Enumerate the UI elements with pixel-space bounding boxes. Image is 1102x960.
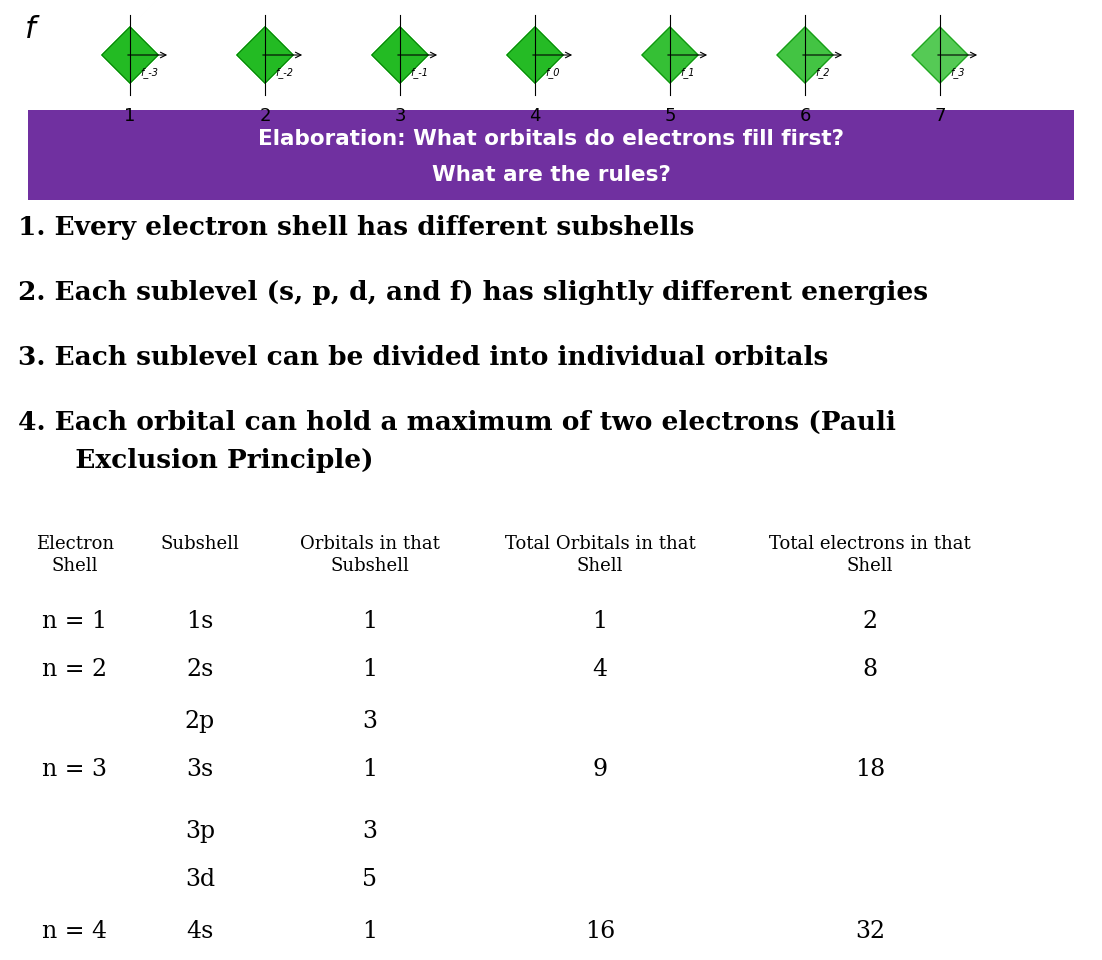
Text: 32: 32 bbox=[855, 920, 885, 943]
Text: 18: 18 bbox=[855, 758, 885, 781]
Text: Subshell: Subshell bbox=[331, 557, 410, 575]
Polygon shape bbox=[912, 27, 968, 83]
Text: 3s: 3s bbox=[186, 758, 214, 781]
Polygon shape bbox=[507, 27, 563, 83]
Text: f_-2: f_-2 bbox=[276, 67, 293, 78]
Text: 4s: 4s bbox=[186, 920, 214, 943]
Text: 1s: 1s bbox=[186, 610, 214, 633]
Polygon shape bbox=[642, 27, 698, 83]
Polygon shape bbox=[372, 27, 428, 83]
Text: Elaboration: What orbitals do electrons fill first?: Elaboration: What orbitals do electrons … bbox=[258, 129, 844, 149]
Polygon shape bbox=[777, 27, 833, 83]
Text: f: f bbox=[24, 15, 35, 44]
Text: 7: 7 bbox=[934, 107, 946, 125]
Text: f_-1: f_-1 bbox=[410, 67, 428, 78]
Polygon shape bbox=[237, 27, 293, 83]
Text: 2: 2 bbox=[863, 610, 877, 633]
Polygon shape bbox=[777, 27, 833, 83]
Polygon shape bbox=[102, 27, 158, 83]
Polygon shape bbox=[372, 27, 428, 83]
Text: Exclusion Principle): Exclusion Principle) bbox=[48, 448, 374, 473]
Text: 3p: 3p bbox=[185, 820, 215, 843]
Text: 3d: 3d bbox=[185, 868, 215, 891]
Text: 3: 3 bbox=[395, 107, 406, 125]
Text: 5: 5 bbox=[665, 107, 676, 125]
Text: 4: 4 bbox=[529, 107, 541, 125]
Text: n = 4: n = 4 bbox=[43, 920, 108, 943]
Text: 3: 3 bbox=[363, 710, 378, 733]
Text: 3. Each sublevel can be divided into individual orbitals: 3. Each sublevel can be divided into ind… bbox=[18, 345, 829, 370]
Text: Orbitals in that: Orbitals in that bbox=[300, 535, 440, 553]
Text: Total Orbitals in that: Total Orbitals in that bbox=[505, 535, 695, 553]
Polygon shape bbox=[372, 27, 428, 83]
Text: 6: 6 bbox=[799, 107, 811, 125]
Text: f_3: f_3 bbox=[950, 67, 964, 78]
Text: Total electrons in that: Total electrons in that bbox=[769, 535, 971, 553]
Polygon shape bbox=[237, 27, 293, 83]
Text: f_2: f_2 bbox=[815, 67, 830, 78]
Polygon shape bbox=[777, 27, 833, 83]
Polygon shape bbox=[912, 27, 968, 83]
Text: 4. Each orbital can hold a maximum of two electrons (Pauli: 4. Each orbital can hold a maximum of tw… bbox=[18, 410, 896, 435]
Text: Shell: Shell bbox=[846, 557, 894, 575]
Text: 16: 16 bbox=[585, 920, 615, 943]
Text: f_0: f_0 bbox=[545, 67, 560, 78]
Text: 4: 4 bbox=[593, 658, 607, 681]
Polygon shape bbox=[642, 27, 698, 83]
Polygon shape bbox=[642, 27, 698, 83]
Text: 2p: 2p bbox=[185, 710, 215, 733]
Text: 1. Every electron shell has different subshells: 1. Every electron shell has different su… bbox=[18, 215, 694, 240]
Text: n = 3: n = 3 bbox=[43, 758, 108, 781]
Polygon shape bbox=[237, 27, 293, 83]
Text: 8: 8 bbox=[863, 658, 877, 681]
Polygon shape bbox=[507, 27, 563, 83]
Polygon shape bbox=[507, 27, 563, 83]
Text: Subshell: Subshell bbox=[161, 535, 239, 553]
Text: 9: 9 bbox=[593, 758, 607, 781]
Text: Shell: Shell bbox=[576, 557, 624, 575]
Text: 2: 2 bbox=[259, 107, 271, 125]
Polygon shape bbox=[912, 27, 968, 83]
Polygon shape bbox=[102, 27, 158, 83]
Text: Electron: Electron bbox=[36, 535, 115, 553]
Polygon shape bbox=[102, 27, 158, 83]
Text: 1: 1 bbox=[363, 758, 378, 781]
Text: What are the rules?: What are the rules? bbox=[432, 165, 670, 184]
Polygon shape bbox=[102, 27, 158, 83]
Text: 1: 1 bbox=[363, 920, 378, 943]
Text: 1: 1 bbox=[593, 610, 607, 633]
Text: 2. Each sublevel (s, p, d, and f) has slightly different energies: 2. Each sublevel (s, p, d, and f) has sl… bbox=[18, 280, 928, 305]
Polygon shape bbox=[642, 27, 698, 83]
Bar bbox=[0, 0, 1102, 110]
Text: 1: 1 bbox=[125, 107, 136, 125]
Polygon shape bbox=[777, 27, 833, 83]
Text: n = 1: n = 1 bbox=[43, 610, 108, 633]
Text: f_1: f_1 bbox=[680, 67, 694, 78]
Text: 1: 1 bbox=[363, 658, 378, 681]
Text: 3: 3 bbox=[363, 820, 378, 843]
Text: n = 2: n = 2 bbox=[43, 658, 108, 681]
Text: Shell: Shell bbox=[52, 557, 98, 575]
Bar bbox=[28, 110, 1074, 200]
Polygon shape bbox=[237, 27, 293, 83]
Text: 5: 5 bbox=[363, 868, 378, 891]
Text: 1: 1 bbox=[363, 610, 378, 633]
Polygon shape bbox=[372, 27, 428, 83]
Polygon shape bbox=[507, 27, 563, 83]
Polygon shape bbox=[912, 27, 968, 83]
Text: 2s: 2s bbox=[186, 658, 214, 681]
Text: f_-3: f_-3 bbox=[140, 67, 158, 78]
